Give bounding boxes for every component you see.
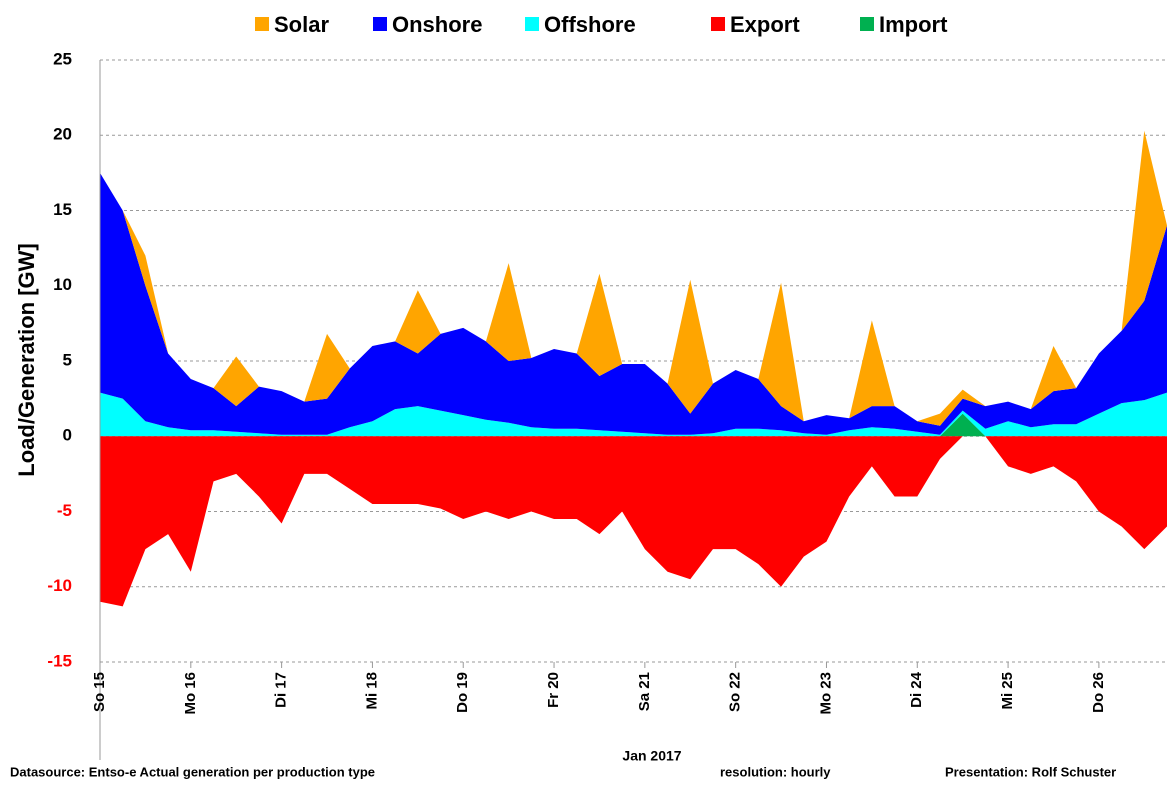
x-tick-label: Do 19 xyxy=(454,672,471,713)
y-tick-label: 20 xyxy=(53,125,72,144)
footer-resolution: resolution: hourly xyxy=(720,764,831,779)
x-tick-label: Mo 23 xyxy=(817,672,834,715)
area xyxy=(100,172,1167,435)
legend-label: Export xyxy=(730,12,800,37)
footer-author: Presentation: Rolf Schuster xyxy=(945,764,1116,779)
legend-swatch xyxy=(860,17,874,31)
x-tick-label: So 15 xyxy=(91,672,108,712)
x-tick-label: Mi 25 xyxy=(999,672,1016,710)
y-tick-label: 0 xyxy=(63,426,72,445)
area xyxy=(100,392,1167,437)
x-tick-label: Sa 21 xyxy=(636,672,653,711)
x-tick-label: So 22 xyxy=(727,672,744,712)
y-tick-label: 15 xyxy=(53,200,72,219)
x-axis-label: Jan 2017 xyxy=(622,748,681,764)
x-tick-label: Mi 18 xyxy=(363,672,380,710)
x-tick-label: Di 17 xyxy=(273,672,290,708)
y-axis-label: Load/Generation [GW] xyxy=(14,243,39,476)
legend-swatch xyxy=(525,17,539,31)
legend-swatch xyxy=(373,17,387,31)
y-tick-label: -15 xyxy=(47,651,72,670)
legend-label: Offshore xyxy=(544,12,636,37)
x-tick-label: Fr 20 xyxy=(545,672,562,708)
x-tick-label: Do 26 xyxy=(1090,672,1107,713)
y-tick-label: 25 xyxy=(53,49,72,68)
legend-label: Solar xyxy=(274,12,329,37)
area xyxy=(100,413,1167,437)
legend-swatch xyxy=(255,17,269,31)
area xyxy=(100,436,1167,607)
y-tick-label: -5 xyxy=(57,501,72,520)
y-tick-label: 5 xyxy=(63,350,72,369)
x-tick-label: Di 24 xyxy=(908,671,925,708)
y-tick-label: -10 xyxy=(47,576,72,595)
x-tick-label: Mo 16 xyxy=(182,672,199,715)
legend-label: Onshore xyxy=(392,12,482,37)
legend-label: Import xyxy=(879,12,948,37)
legend-swatch xyxy=(711,17,725,31)
y-tick-label: 10 xyxy=(53,275,72,294)
footer-source: Datasource: Entso-e Actual generation pe… xyxy=(10,764,375,779)
